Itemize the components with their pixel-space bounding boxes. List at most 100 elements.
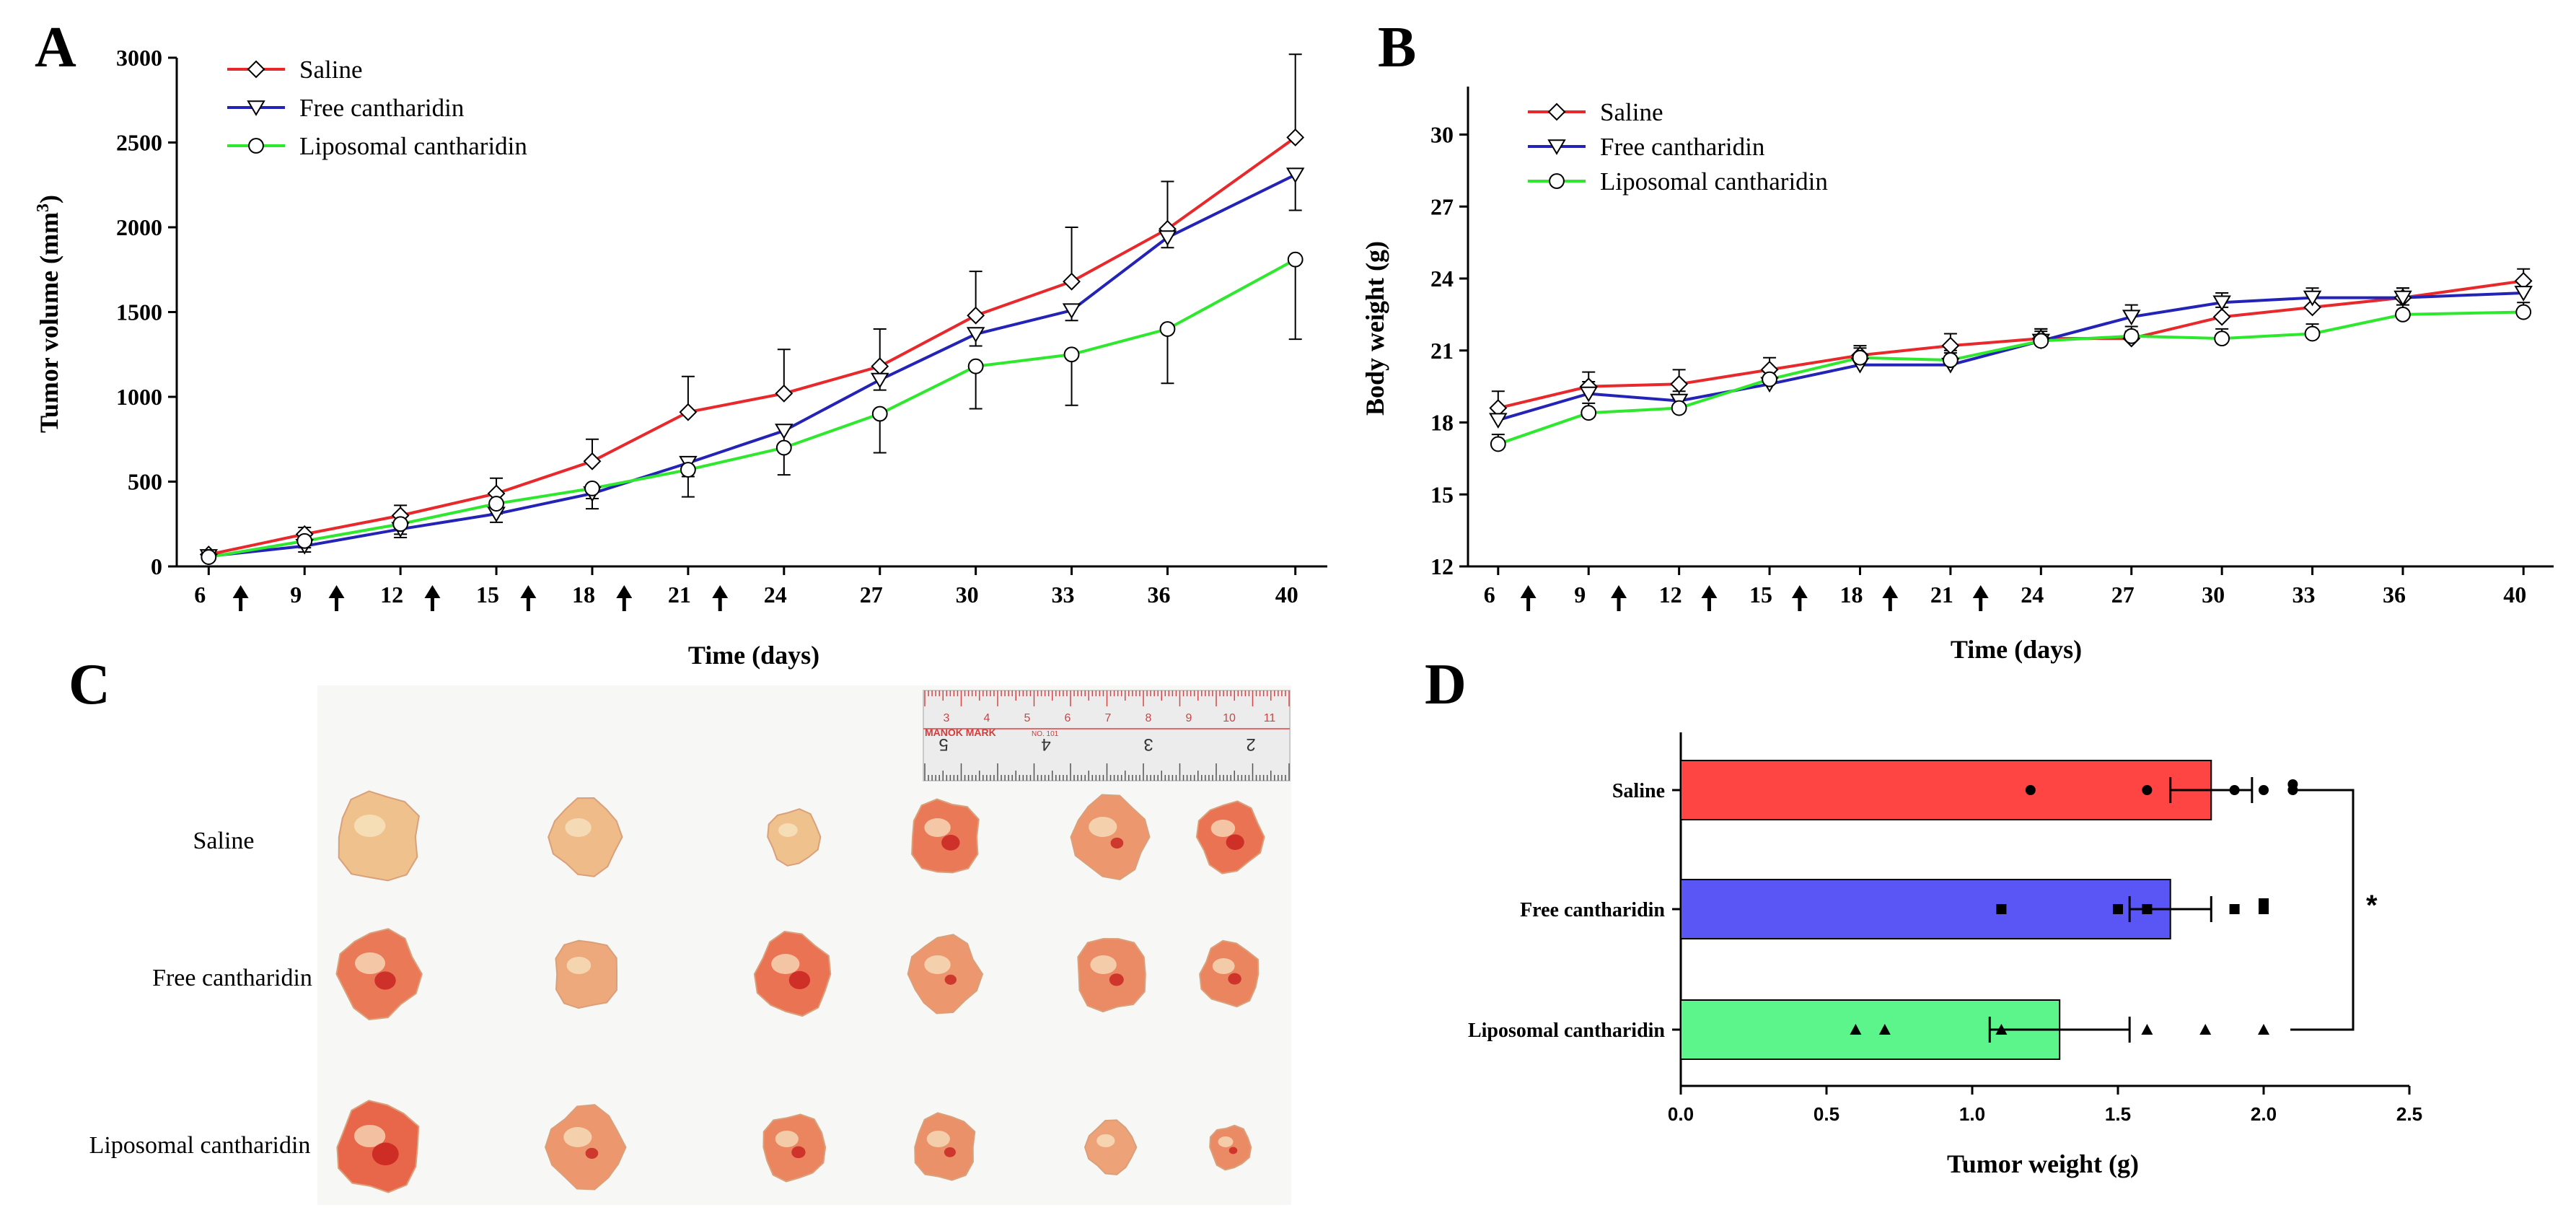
legend-label: Liposomal cantharidin xyxy=(299,132,527,160)
ruler-number-top: 11 xyxy=(1264,712,1276,724)
x-tick-label: 27 xyxy=(2111,582,2135,608)
x-tick-label: 6 xyxy=(194,582,206,608)
category-label: Free cantharidin xyxy=(1520,899,1665,921)
chart-b-ylabel: Body weight (g) xyxy=(1360,241,1389,416)
dosing-arrow-head xyxy=(232,585,249,598)
category-label: Saline xyxy=(1612,780,1665,802)
tumor-hemorrhage xyxy=(944,1147,956,1157)
tumor-highlight xyxy=(1212,958,1235,974)
y-tick-label: 1000 xyxy=(116,384,162,410)
data-point xyxy=(775,439,792,456)
tumor-highlight xyxy=(1096,1134,1115,1147)
data-point xyxy=(966,327,985,343)
tumor-sample xyxy=(1199,939,1260,1008)
data-point xyxy=(2141,1024,2153,1035)
x-tick-label: 18 xyxy=(1839,582,1863,608)
bar-free-cantharidin xyxy=(1680,879,2171,939)
y-tick-label: 24 xyxy=(1430,266,1454,291)
x-tick-label: 0.5 xyxy=(1814,1103,1839,1125)
data-point xyxy=(967,358,984,374)
tumor-hemorrhage xyxy=(1110,837,1124,849)
tumor-highlight xyxy=(353,1125,386,1147)
data-point xyxy=(2199,1024,2212,1035)
data-point xyxy=(2113,904,2123,914)
data-point xyxy=(1158,230,1177,246)
legend-label: Saline xyxy=(1600,98,1663,126)
data-point xyxy=(775,424,794,439)
chart-d-xlabel: Tumor weight (g) xyxy=(1947,1149,2139,1178)
data-point xyxy=(1581,405,1597,421)
data-point xyxy=(2287,779,2298,789)
y-tick-label: 2000 xyxy=(116,214,162,240)
tumor-highlight xyxy=(1089,817,1117,837)
data-point xyxy=(2212,295,2231,312)
data-point xyxy=(870,372,889,389)
ruler-number-bottom: 4 xyxy=(1041,735,1050,754)
dosing-arrow-head xyxy=(1611,585,1627,598)
tumor-hemorrhage xyxy=(585,1147,599,1159)
x-tick-label: 21 xyxy=(1930,582,1953,608)
significance-bracket xyxy=(2290,789,2355,1031)
panel-letter-b: B xyxy=(1378,16,1416,79)
photo-label-saline: Saline xyxy=(193,828,255,854)
dosing-arrow-head xyxy=(424,585,441,598)
tumor-hemorrhage xyxy=(374,971,396,990)
data-point xyxy=(1996,904,2007,914)
x-tick-label: 36 xyxy=(1147,582,1170,608)
data-point xyxy=(1850,1024,1862,1035)
legend-marker xyxy=(248,138,264,154)
data-point xyxy=(488,496,504,512)
tumor-hemorrhage xyxy=(372,1142,399,1166)
data-point xyxy=(775,384,794,403)
y-tick-label: 21 xyxy=(1430,338,1454,364)
tumor-hemorrhage xyxy=(944,974,957,985)
x-tick-label: 9 xyxy=(1574,582,1586,608)
data-point xyxy=(2303,298,2321,317)
x-tick-label: 15 xyxy=(476,582,499,608)
data-point xyxy=(1285,167,1305,184)
dosing-arrow-head xyxy=(712,585,729,598)
legend-marker xyxy=(1547,102,1566,121)
tumor-hemorrhage xyxy=(791,1146,806,1159)
tumor-sample xyxy=(338,790,420,882)
data-point xyxy=(201,549,217,565)
tumor-highlight xyxy=(926,1131,950,1147)
tumor-highlight xyxy=(355,952,385,974)
body-weight-chart: Body weight (g) Time (days) 12 15 18 21 24 27… xyxy=(1360,87,2554,664)
tumor-hemorrhage xyxy=(1228,973,1241,985)
chart-a-xlabel: Time (days) xyxy=(688,641,819,670)
data-point xyxy=(1942,352,1959,368)
y-tick-label: 0 xyxy=(151,553,162,579)
ruler-brand: MANOK MARK xyxy=(925,727,996,738)
dosing-arrow-head xyxy=(1972,585,1989,598)
x-tick-label: 27 xyxy=(860,582,883,608)
data-point xyxy=(2395,306,2411,323)
data-point xyxy=(2229,904,2240,914)
data-point xyxy=(1063,272,1081,291)
tumor-highlight xyxy=(566,957,592,974)
significance-star: * xyxy=(2366,890,2378,921)
data-point xyxy=(1995,1024,2008,1035)
tumor-sample xyxy=(914,1112,976,1181)
tumor-sample xyxy=(911,798,980,874)
data-point xyxy=(2214,330,2230,347)
tumor-weight-chart: Tumor weight (g) * 0.0 0.5 1.0 1.5 2.0 2.5 Sal… xyxy=(1468,732,2422,1178)
tumor-sample xyxy=(544,1104,627,1191)
data-point xyxy=(1941,336,1960,355)
data-point xyxy=(2303,290,2322,307)
legend-marker xyxy=(247,60,265,79)
data-point xyxy=(2229,785,2240,795)
data-point xyxy=(967,306,985,325)
x-tick-label: 24 xyxy=(764,582,787,608)
legend-label: Liposomal cantharidin xyxy=(1600,167,1828,196)
x-tick-label: 0.0 xyxy=(1668,1103,1694,1125)
y-tick-label: 12 xyxy=(1430,553,1454,579)
dosing-arrow-head xyxy=(328,585,345,598)
tumor-highlight xyxy=(1210,820,1236,837)
x-tick-label: 2.0 xyxy=(2251,1103,2277,1125)
legend-marker xyxy=(1549,173,1565,189)
data-point xyxy=(2212,307,2231,326)
series-line-free-cantharidin xyxy=(208,173,1296,558)
legend-label: Free cantharidin xyxy=(1600,133,1764,161)
